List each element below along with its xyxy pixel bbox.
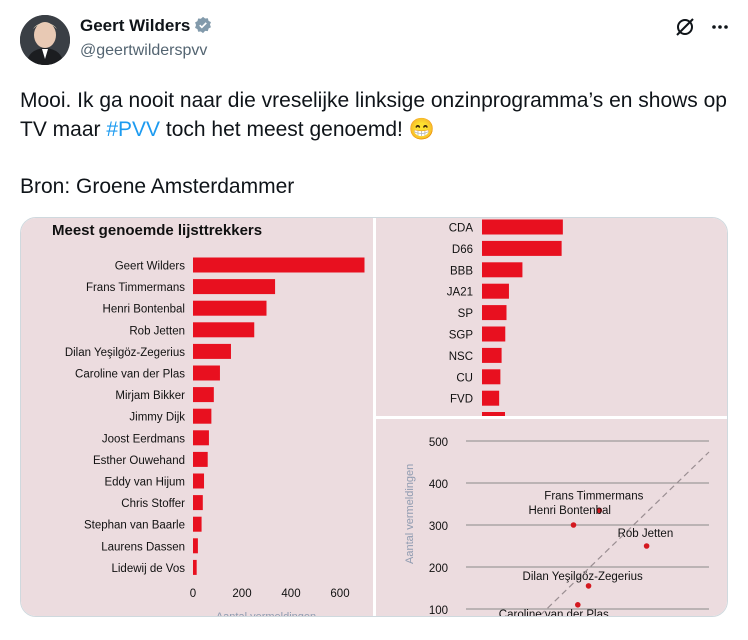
chart-title: Meest genoemde lijsttrekkers [52, 222, 263, 239]
x-axis-label: Aantal vermeldingen [216, 611, 316, 617]
media-panel-scatter-chart[interactable]: 100 200 300 400 500 Aantal vermeldingen Frans … [376, 419, 727, 617]
bar-label: Esther Ouwehand [93, 455, 185, 467]
media-panel-parties-chart[interactable]: CDA D66 BBB JA21 SP SGP NSC CU FVD [376, 218, 727, 416]
bar [193, 257, 365, 273]
bar-label: Rob Jetten [129, 325, 185, 337]
x-tick-label: 200 [232, 588, 251, 600]
bar [193, 473, 205, 489]
bar-label: Stephan van Baarle [84, 520, 185, 532]
more-icon[interactable] [710, 17, 730, 42]
bar [482, 240, 562, 256]
bar [193, 516, 202, 532]
trend-line [538, 451, 710, 616]
bar-label: Henri Bontenbal [103, 304, 185, 316]
y-tick-label: 300 [429, 521, 448, 533]
bar-label: SGP [449, 330, 474, 342]
verified-badge-icon [194, 16, 212, 39]
tweet-text: Mooi. Ik ga nooit naar die vreselijke li… [20, 86, 730, 144]
media-panel-leaders-chart[interactable]: Meest genoemde lijsttrekkers Geert Wilde… [21, 218, 373, 617]
bar-label: Eddy van Hijum [104, 477, 185, 489]
y-tick-label: 200 [429, 563, 448, 575]
bar [193, 343, 231, 359]
point-label: Henri Bontenbal [529, 505, 611, 517]
bar [482, 219, 563, 235]
bar-label: NSC [449, 351, 473, 363]
bar [193, 387, 214, 403]
bar [482, 305, 507, 321]
bar [482, 262, 523, 278]
bar-label: Caroline van der Plas [75, 369, 185, 381]
bar [193, 300, 267, 316]
bar [193, 559, 197, 575]
bar [482, 369, 501, 385]
bar [193, 430, 209, 446]
point-label: Caroline van der Plas [499, 609, 609, 617]
tweet-text-part: Mooi. Ik ga nooit naar die vreselijke li… [20, 89, 727, 141]
grok-icon[interactable] [674, 16, 696, 43]
bar [482, 326, 506, 342]
point-label: Frans Timmermans [544, 490, 643, 502]
bar-label: Dilan Yeşilgöz-Zegerius [65, 347, 185, 359]
bar-label: Mirjam Bikker [115, 390, 185, 402]
scatter-point [585, 583, 592, 589]
bar-label: Chris Stoffer [121, 498, 185, 510]
bar-label: Lidewij de Vos [111, 563, 185, 575]
tweet-text-part: toch het meest genoemd! [160, 118, 409, 141]
avatar[interactable] [20, 15, 70, 65]
media-image-grid[interactable]: Meest genoemde lijsttrekkers Geert Wilde… [20, 217, 728, 617]
bar-label: Laurens Dassen [101, 541, 185, 553]
bar-label: CDA [449, 223, 474, 235]
scatter-point [596, 507, 603, 514]
y-tick-label: 400 [429, 479, 448, 491]
author-name[interactable]: Geert Wilders [80, 16, 212, 39]
bar-label: BBB [450, 265, 473, 277]
bar-label: D66 [452, 244, 473, 256]
bar-label: FVD [450, 394, 473, 406]
x-tick-label: 600 [330, 588, 349, 600]
bar-label: SP [458, 308, 474, 320]
bar [193, 538, 198, 554]
y-axis-label: Aantal vermeldingen [404, 464, 416, 564]
bar [193, 495, 203, 511]
hashtag-link[interactable]: #PVV [106, 118, 161, 141]
grin-emoji-icon: 😁 [408, 118, 435, 141]
bar [193, 408, 212, 424]
bar-label: Jimmy Dijk [129, 412, 185, 424]
point-label: Rob Jetten [618, 528, 674, 540]
bar [482, 412, 505, 416]
scatter-point [643, 543, 650, 549]
x-tick-label: 400 [281, 588, 300, 600]
point-label: Dilan Yeşilgöz-Zegerius [523, 571, 643, 583]
y-tick-label: 500 [429, 437, 448, 449]
bar [193, 279, 276, 295]
bar [193, 322, 255, 338]
bar [193, 451, 208, 467]
bar-label: JA21 [447, 287, 473, 299]
bar-label: Joost Eerdmans [102, 433, 185, 445]
author-handle[interactable]: @geertwilderspvv [80, 42, 208, 59]
bar [482, 390, 500, 406]
tweet-source-line: Bron: Groene Amsterdammer [20, 175, 295, 198]
x-tick-label: 0 [190, 588, 196, 600]
y-tick-label: 100 [429, 605, 448, 617]
bar [482, 347, 502, 363]
scatter-point [570, 522, 577, 528]
bar [193, 365, 220, 381]
bar-label: Frans Timmermans [86, 282, 185, 294]
scatter-point [575, 602, 581, 608]
bar-label: Geert Wilders [115, 261, 186, 273]
bar-label: CU [456, 372, 473, 384]
bar [482, 283, 509, 299]
